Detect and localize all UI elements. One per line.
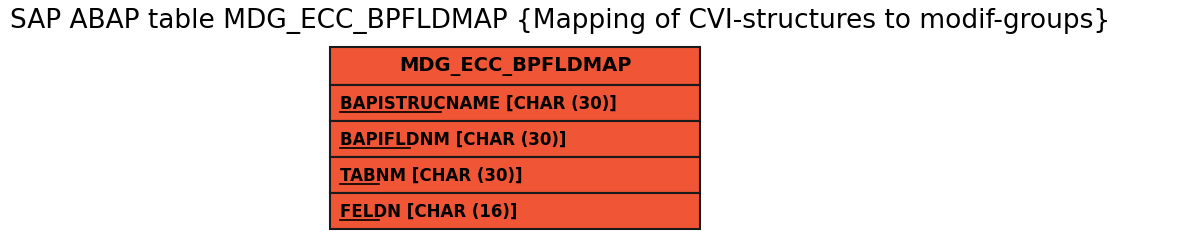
Text: BAPIFLDNM [CHAR (30)]: BAPIFLDNM [CHAR (30)] — [340, 131, 566, 148]
Text: SAP ABAP table MDG_ECC_BPFLDMAP {Mapping of CVI-structures to modif-groups}: SAP ABAP table MDG_ECC_BPFLDMAP {Mapping… — [10, 8, 1110, 34]
Bar — [330, 193, 700, 229]
Text: TABNM [CHAR (30)]: TABNM [CHAR (30)] — [340, 166, 523, 184]
Bar — [330, 86, 700, 122]
Text: MDG_ECC_BPFLDMAP: MDG_ECC_BPFLDMAP — [399, 57, 631, 76]
Bar — [330, 157, 700, 193]
Text: BAPISTRUCNAME [CHAR (30)]: BAPISTRUCNAME [CHAR (30)] — [340, 94, 616, 112]
Text: FELDN [CHAR (16)]: FELDN [CHAR (16)] — [340, 202, 517, 220]
Bar — [330, 48, 700, 86]
Bar — [330, 122, 700, 157]
